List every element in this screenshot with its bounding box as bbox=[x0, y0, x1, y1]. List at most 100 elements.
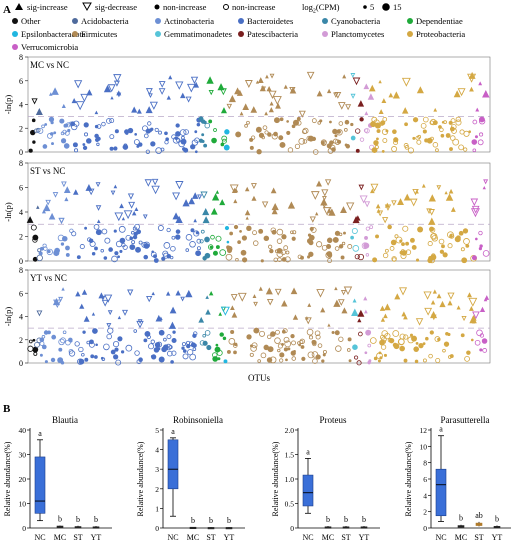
otu-point-open bbox=[363, 128, 369, 133]
otu-point-open bbox=[322, 349, 327, 354]
box-category-label: ST bbox=[73, 533, 82, 542]
otu-point-open bbox=[69, 228, 74, 233]
otu-point bbox=[379, 356, 383, 360]
otu-point bbox=[175, 131, 181, 137]
otu-point-increase bbox=[242, 103, 250, 110]
legend-phylum-swatch bbox=[12, 44, 18, 50]
otu-point bbox=[198, 116, 204, 122]
otu-point-increase bbox=[430, 300, 436, 305]
y-tick-label: 0.5 bbox=[285, 500, 295, 509]
otu-point bbox=[82, 145, 88, 151]
otu-point-open bbox=[477, 139, 484, 146]
otu-point-decrease bbox=[123, 210, 133, 220]
otu-point-open bbox=[431, 235, 439, 242]
otu-point-open bbox=[442, 348, 446, 353]
otu-point-increase bbox=[341, 307, 348, 314]
otu-point bbox=[249, 137, 254, 142]
otu-point-open bbox=[78, 346, 84, 353]
otu-point bbox=[108, 247, 113, 252]
otu-point-open bbox=[283, 245, 289, 251]
box-significance-letter: a bbox=[439, 425, 443, 434]
otu-point bbox=[309, 234, 315, 241]
otu-point-increase bbox=[351, 308, 359, 317]
otu-point bbox=[119, 249, 123, 253]
otu-point bbox=[471, 139, 478, 145]
otu-point-open bbox=[299, 338, 305, 344]
otu-point-decrease bbox=[172, 192, 181, 201]
otu-point-open bbox=[73, 120, 80, 127]
y-tick-label: 8 bbox=[19, 159, 23, 168]
otu-point-increase bbox=[378, 109, 384, 114]
manhattan-panel-3: 0 2 4 6 8 -ln(p) YT vs NC bbox=[3, 266, 491, 368]
otu-point-open bbox=[62, 330, 67, 335]
otu-point-increase bbox=[444, 191, 448, 195]
box-y-label: Relative abundance(%) bbox=[3, 441, 12, 516]
legend-phylum-label: Firmicutes bbox=[81, 29, 117, 39]
otu-point-open bbox=[356, 360, 362, 366]
otu-point bbox=[375, 234, 380, 239]
otu-point bbox=[278, 135, 284, 141]
box-yt: b YT bbox=[224, 516, 235, 542]
otu-point-decrease bbox=[74, 80, 83, 89]
y-axis-label: -ln(p) bbox=[3, 307, 13, 327]
otu-point-open bbox=[262, 125, 268, 130]
otu-point-decrease bbox=[483, 179, 489, 185]
otu-point-open bbox=[357, 331, 363, 337]
y-tick-label: 1.0 bbox=[285, 475, 295, 484]
otu-point-increase bbox=[182, 199, 190, 207]
otu-point-open bbox=[133, 139, 140, 145]
otu-point-open bbox=[215, 235, 222, 242]
otu-point-open bbox=[158, 130, 162, 135]
otu-point bbox=[454, 236, 461, 243]
otu-point-open bbox=[312, 358, 318, 364]
otu-point bbox=[344, 119, 350, 125]
otu-point-increase bbox=[482, 186, 486, 190]
otu-point bbox=[481, 338, 488, 344]
box-body bbox=[207, 527, 215, 530]
otu-point-decrease bbox=[415, 318, 424, 326]
otu-point-increase bbox=[43, 203, 51, 212]
otu-point-increase bbox=[83, 315, 90, 322]
otu-point-open bbox=[292, 230, 297, 235]
box-body bbox=[475, 522, 483, 526]
otu-point bbox=[474, 135, 478, 139]
otu-point-open bbox=[58, 338, 65, 346]
otu-point-increase bbox=[421, 183, 426, 188]
otu-point bbox=[293, 349, 296, 353]
otu-point bbox=[418, 343, 424, 349]
otu-point-open bbox=[399, 333, 406, 340]
otu-point-decrease bbox=[75, 101, 85, 111]
otu-point bbox=[370, 121, 377, 128]
otu-point-decrease bbox=[306, 71, 315, 80]
otu-point bbox=[226, 245, 233, 252]
otu-point-increase bbox=[357, 309, 365, 317]
otu-point bbox=[195, 250, 202, 257]
otu-point-increase bbox=[469, 86, 474, 92]
otu-point-open bbox=[271, 133, 278, 140]
otu-point-decrease bbox=[175, 181, 184, 190]
otu-point-increase bbox=[85, 184, 93, 191]
otu-point-increase bbox=[428, 217, 436, 225]
otu-point-increase bbox=[436, 293, 442, 299]
otu-point-increase bbox=[151, 291, 155, 296]
otu-point-open bbox=[389, 246, 395, 251]
otu-point-open bbox=[369, 337, 377, 344]
otu-point bbox=[203, 143, 208, 148]
otu-point-open bbox=[338, 121, 344, 126]
otu-point-open bbox=[199, 239, 204, 244]
box-mc: b MC bbox=[322, 515, 334, 542]
otu-point bbox=[44, 123, 48, 126]
otu-point-decrease bbox=[343, 286, 353, 296]
box-significance-letter: b bbox=[227, 516, 231, 525]
otu-point-increase bbox=[392, 91, 400, 99]
otu-point bbox=[203, 120, 207, 125]
otu-point bbox=[214, 346, 221, 353]
y-tick-label: 10 bbox=[19, 500, 27, 509]
otu-point-increase bbox=[136, 108, 142, 114]
otu-point-open bbox=[435, 358, 441, 364]
otu-point-open bbox=[306, 328, 314, 336]
otu-point-open bbox=[208, 244, 214, 250]
otu-point bbox=[442, 252, 448, 258]
otu-point-decrease bbox=[461, 315, 467, 322]
otu-point-increase bbox=[433, 107, 438, 112]
